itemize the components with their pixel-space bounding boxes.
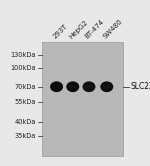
Text: 100kDa: 100kDa [10,65,36,71]
Text: 35kDa: 35kDa [15,133,36,139]
Text: SLC22A8: SLC22A8 [130,82,150,91]
Ellipse shape [50,81,63,92]
Ellipse shape [82,81,95,92]
Text: HepG2: HepG2 [68,19,89,40]
Text: 130kDa: 130kDa [11,52,36,58]
Ellipse shape [101,85,112,89]
Text: 40kDa: 40kDa [15,119,36,125]
Ellipse shape [66,81,79,92]
Text: 70kDa: 70kDa [15,84,36,90]
Ellipse shape [83,85,94,89]
Bar [42,42,123,156]
Text: SW480: SW480 [102,18,123,40]
Text: BT-474: BT-474 [84,19,105,40]
Ellipse shape [100,81,113,92]
Text: 55kDa: 55kDa [15,99,36,105]
Ellipse shape [51,85,62,89]
Text: 293T: 293T [52,23,68,40]
Ellipse shape [67,85,78,89]
